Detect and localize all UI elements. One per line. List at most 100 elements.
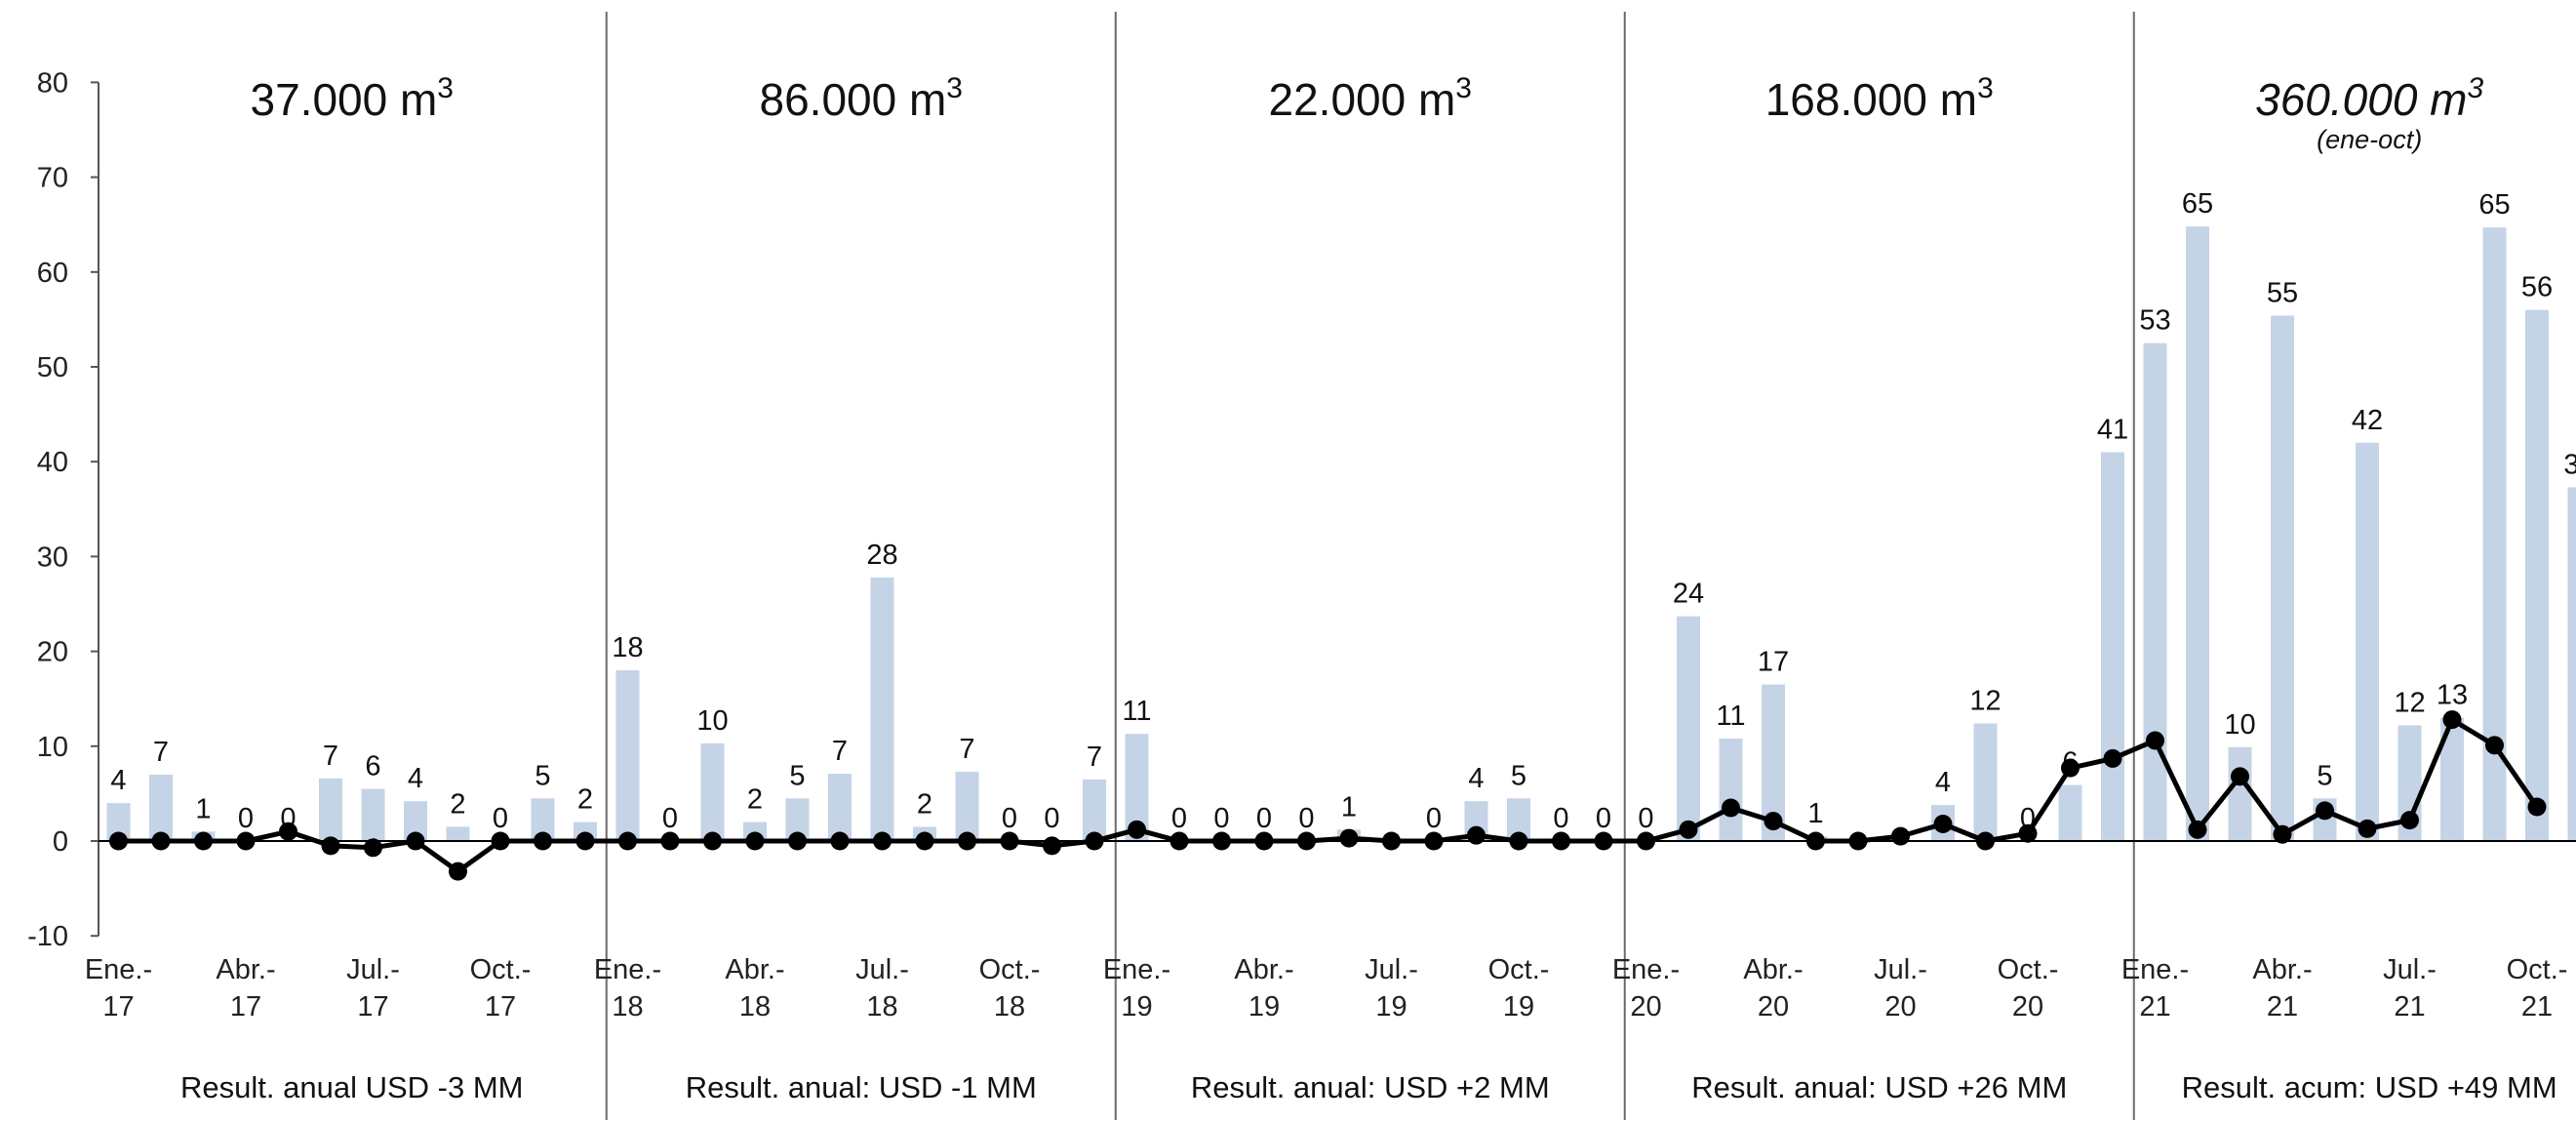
bar-data-label: 10 [2224, 709, 2255, 741]
x-tick-label: 18 [612, 991, 643, 1023]
bar-data-label: 4 [1468, 763, 1484, 794]
bar-data-label: 10 [696, 705, 728, 737]
y-tick-label: 0 [53, 826, 68, 858]
bar-data-label: 12 [1969, 685, 2001, 716]
bar [828, 773, 852, 841]
bar [2271, 315, 2294, 842]
x-tick-label: 17 [230, 991, 261, 1023]
bar [2525, 309, 2549, 841]
bar-data-label: 2 [917, 788, 932, 820]
line-point [1722, 798, 1740, 818]
x-tick-label: Ene.- [85, 954, 152, 985]
bar-data-label: 28 [866, 540, 897, 571]
bar-data-label: 0 [1002, 803, 1017, 834]
bar [2356, 442, 2379, 841]
bar [1719, 739, 1743, 841]
x-axis: Ene.- 17 Abr.- 17 Jul.- 17 Oct.- 17 Ene.- 18 Abr.-… [85, 840, 2576, 1023]
bar-data-label: 7 [1087, 742, 1102, 773]
x-tick-label: 21 [2521, 991, 2553, 1023]
line-series [109, 710, 2547, 881]
x-tick-label: Ene.- [1612, 954, 1680, 985]
y-tick-label: 80 [37, 67, 68, 99]
x-tick-label: Ene.- [1103, 954, 1170, 985]
bar-data-label: 7 [959, 734, 974, 765]
bar [955, 772, 979, 841]
bar-data-label: 11 [1716, 701, 1745, 732]
y-tick-label: 40 [37, 447, 68, 478]
bar-data-label: 65 [2182, 188, 2213, 220]
x-tick-label: 20 [1758, 991, 1789, 1023]
line-point [2316, 801, 2334, 821]
line-point [2358, 819, 2377, 838]
y-tick-label: 20 [37, 637, 68, 668]
period-annotations: 37.000 m3 Result. anual USD -3 MM 86.000 m… [180, 72, 2557, 1104]
x-tick-label: Oct.- [470, 954, 532, 985]
period-dividers [605, 12, 2135, 1120]
x-tick-label: 20 [1884, 991, 1916, 1023]
line-point [279, 822, 297, 841]
bar [2228, 746, 2252, 841]
bar-data-label: 2 [577, 784, 593, 816]
x-tick-label: 17 [102, 991, 134, 1023]
line-point [2018, 823, 2038, 843]
line-point [1764, 812, 1783, 831]
bar-data-label: 4 [408, 763, 423, 794]
bar-series [106, 226, 2576, 842]
bar-data-label: 1 [195, 793, 211, 824]
x-tick-label: Abr.- [1234, 954, 1293, 985]
x-tick-label: Oct.- [979, 954, 1041, 985]
bar-data-label: 18 [612, 632, 643, 663]
x-tick-label: Abr.- [216, 954, 275, 985]
bar-data-label: 1 [1807, 798, 1823, 829]
bar [361, 788, 385, 841]
bar-data-label: 2 [747, 784, 763, 816]
bar [1083, 779, 1106, 841]
bar-data-label: 7 [153, 737, 169, 768]
x-tick-label: 19 [1248, 991, 1280, 1023]
bar [2101, 452, 2124, 841]
y-tick-label: -10 [27, 921, 68, 952]
bar-data-label: 0 [1553, 803, 1568, 834]
period-volume-note: (ene-oct) [2317, 125, 2422, 154]
bar [1973, 723, 1998, 841]
y-tick-label: 60 [37, 258, 68, 289]
bar-data-label: 0 [1426, 803, 1442, 834]
line-point [321, 836, 340, 856]
bar [149, 774, 173, 841]
bar-data-label: 4 [1935, 767, 1951, 798]
line-point [1679, 820, 1698, 839]
x-tick-label: Jul.- [346, 954, 400, 985]
bar-data-label: 53 [2139, 305, 2170, 337]
line-point [2103, 748, 2122, 768]
period-result: Result. acum: USD +49 MM [2182, 1070, 2557, 1104]
bar-data-label: 17 [1758, 647, 1789, 678]
x-tick-label: 19 [1375, 991, 1407, 1023]
bar-data-label: 41 [2097, 414, 2128, 445]
x-tick-label: Oct.- [2507, 954, 2568, 985]
y-tick-label: 30 [37, 541, 68, 573]
x-tick-label: 17 [485, 991, 516, 1023]
x-tick-label: 19 [1121, 991, 1152, 1023]
x-tick-label: Oct.- [1998, 954, 2059, 985]
period-volume: 37.000 m3 [251, 72, 454, 125]
line-point [1933, 815, 1953, 834]
x-tick-label: 20 [1630, 991, 1661, 1023]
bar-data-label: 7 [832, 736, 848, 767]
x-tick-label: Oct.- [1488, 954, 1550, 985]
period-result: Result. anual USD -3 MM [180, 1070, 523, 1104]
line-point [2273, 824, 2292, 844]
bar-data-label: 13 [2437, 680, 2468, 711]
bar [2058, 784, 2082, 841]
bar-data-label: 37 [2563, 449, 2576, 480]
line-point [1128, 820, 1146, 839]
bar-data-label: 11 [1122, 696, 1151, 727]
line-point [1339, 828, 1359, 848]
line-point [1467, 825, 1486, 845]
bar-data-label: 12 [2394, 687, 2425, 718]
bar [2567, 487, 2576, 841]
x-tick-label: Ene.- [594, 954, 661, 985]
y-tick-label: 50 [37, 352, 68, 383]
line-point [2061, 758, 2080, 778]
